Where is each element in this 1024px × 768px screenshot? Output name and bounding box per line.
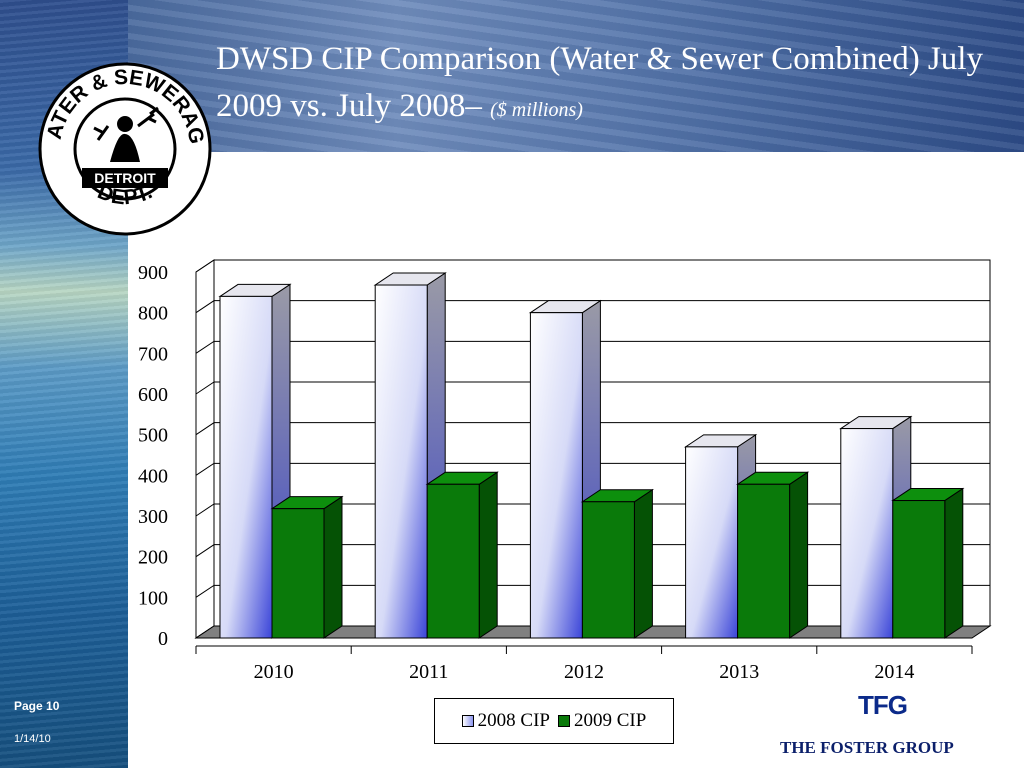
slide-title: DWSD CIP Comparison (Water & Sewer Combi… [216, 36, 996, 134]
gridline [195, 300, 990, 314]
y-tick-label: 500 [138, 425, 168, 447]
bar-2009-2013 [737, 483, 791, 639]
bar-2009-2010-side [323, 495, 343, 639]
bar-2009-2011 [426, 483, 480, 639]
y-tick-label: 800 [138, 303, 168, 325]
bar-2009-2012 [581, 501, 635, 639]
gridline [195, 422, 990, 436]
bar-2009-2011-side [478, 471, 498, 639]
legend-item-2009: 2009 CIP [558, 710, 646, 732]
chart-legend: 2008 CIP 2009 CIP [434, 698, 674, 744]
bar-2009-2010 [271, 508, 325, 639]
legend-swatch-2008 [461, 715, 474, 727]
bar-2009-2014 [892, 500, 946, 639]
legend-swatch-2009 [558, 715, 570, 727]
slide-date: 1/14/10 [14, 733, 51, 745]
x-tick-label: 2012 [564, 661, 604, 683]
y-tick-label: 600 [138, 384, 168, 406]
page-number: Page 10 [14, 699, 60, 713]
bar-2008-2010 [219, 295, 273, 639]
tfg-logo-mark: TFG [858, 690, 908, 720]
y-tick-label: 200 [138, 547, 168, 569]
bar-2008-2013 [685, 446, 739, 639]
bar-2008-2011 [374, 284, 428, 639]
x-tick-label: 2014 [874, 661, 914, 683]
legend-label-2009: 2009 CIP [574, 710, 647, 731]
spirit-figure-icon [93, 106, 159, 162]
background-title-band [128, 0, 1024, 152]
bar-2009-2014-side [944, 487, 964, 639]
gridline [195, 259, 990, 273]
dwsd-logo: WATER & SEWERAGE DEPT. DETROIT [38, 62, 212, 236]
x-tick-label: 2013 [719, 661, 759, 683]
y-tick-label: 100 [138, 587, 168, 609]
logo-center-text: DETROIT [94, 170, 156, 186]
gridline [195, 381, 990, 395]
bar-2009-2013-side [789, 471, 809, 639]
y-tick-label: 300 [138, 506, 168, 528]
title-units: ($ millions) [490, 99, 583, 121]
title-main: DWSD CIP Comparison (Water & Sewer Combi… [216, 41, 983, 124]
x-tick-label: 2010 [254, 661, 294, 683]
gridline [195, 340, 990, 354]
foster-group-name: THE FOSTER GROUP [780, 738, 954, 757]
x-tick-label: 2011 [409, 661, 448, 683]
bar-2008-2014 [840, 428, 894, 639]
y-tick-label: 400 [138, 465, 168, 487]
y-tick-label: 700 [138, 343, 168, 365]
bar-2009-2012-side [633, 488, 653, 639]
bar-2008-2012 [529, 312, 583, 639]
y-tick-label: 900 [138, 262, 168, 284]
legend-label-2008: 2008 CIP [477, 710, 550, 731]
y-tick-label: 0 [158, 628, 168, 650]
chart-left-wall [195, 259, 215, 639]
legend-item-2008: 2008 CIP [461, 710, 550, 732]
